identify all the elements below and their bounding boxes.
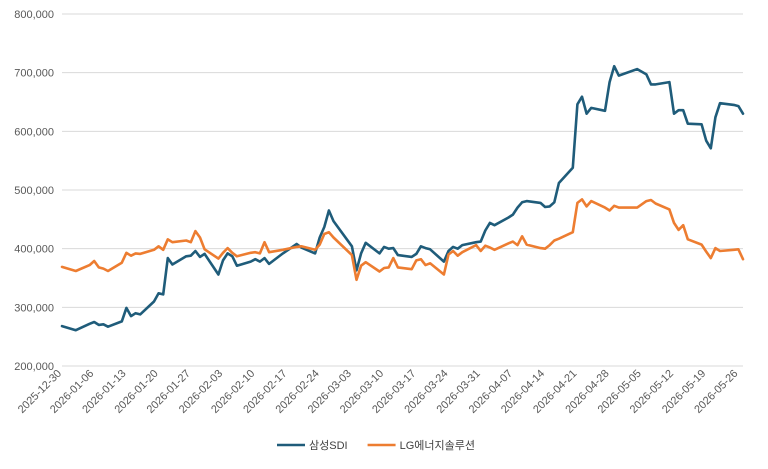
y-tick-label: 600,000 [14,126,54,138]
y-tick-label: 200,000 [14,361,54,373]
legend: 삼성SDI LG에너지솔루션 [277,439,475,452]
y-tick-label: 800,000 [14,9,54,21]
gridlines [62,13,743,308]
y-axis: 200,000 300,000 400,000 500,000 600,000 700,0… [14,9,54,373]
y-tick-label: 300,000 [14,302,54,314]
legend-label: 삼성SDI [309,439,348,452]
legend-label: LG에너지솔루션 [400,439,475,452]
x-axis: 2025-12-302026-01-062026-01-132026-01-20… [16,368,741,416]
y-tick-label: 700,000 [14,68,54,80]
series-lines [60,64,745,332]
series-line-2 [60,198,745,282]
y-tick-label: 400,000 [14,244,54,256]
y-tick-label: 500,000 [14,185,54,197]
series-line-1 [60,64,745,332]
